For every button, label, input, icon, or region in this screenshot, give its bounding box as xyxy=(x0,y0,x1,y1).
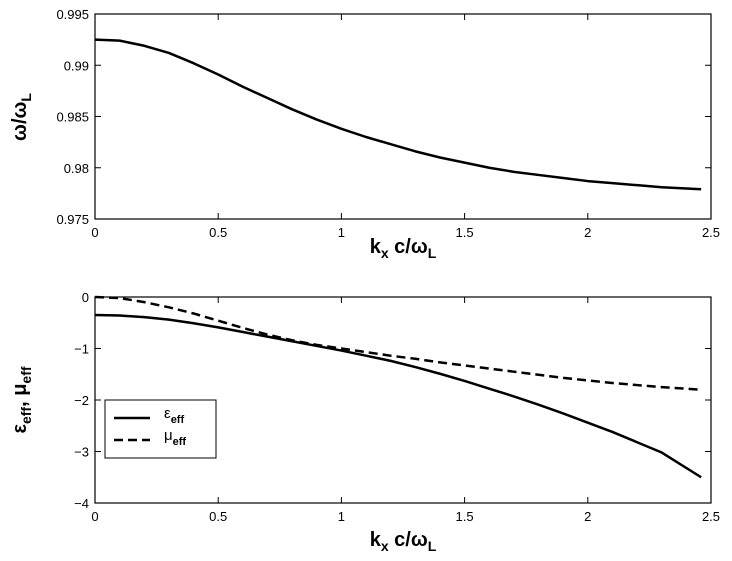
top-x-tick-label: 1 xyxy=(338,225,345,240)
top-y-axis-label: ω/ωL xyxy=(9,93,34,141)
bottom-y-tick-label: −1 xyxy=(74,342,89,357)
top-y-tick-label: 0.99 xyxy=(64,58,89,73)
top-x-tick-label: 0 xyxy=(91,225,98,240)
bottom-y-tick-label: −3 xyxy=(74,445,89,460)
bottom-y-tick-label: 0 xyxy=(82,290,89,305)
legend: εeff μeff xyxy=(104,399,217,459)
bottom-y-tick-label: −2 xyxy=(74,393,89,408)
top-y-tick-label: 0.985 xyxy=(56,110,89,125)
bottom-x-tick-label: 2 xyxy=(584,509,591,524)
bottom-series-line-dashed xyxy=(94,295,702,391)
top-ticks: 0 0.5 1 1.5 2 2.5 0.975 0.98 0.985 0.99 0.995 xyxy=(56,7,720,240)
top-panel: 0 0.5 1 1.5 2 2.5 0.975 0.98 0.985 0.99 0.995 kx c… xyxy=(9,7,720,261)
bottom-x-axis-label: kx c/ωL xyxy=(370,529,437,554)
bottom-x-tick-label: 0 xyxy=(91,509,98,524)
bottom-x-tick-label: 1 xyxy=(338,509,345,524)
top-x-tick-label: 0.5 xyxy=(209,225,227,240)
top-x-axis-label: kx c/ωL xyxy=(370,236,437,261)
legend-label-mu: μeff xyxy=(164,427,186,448)
top-y-tick-label: 0.995 xyxy=(56,7,89,22)
bottom-x-tick-label: 2.5 xyxy=(702,509,720,524)
bottom-x-tick-label: 1.5 xyxy=(456,509,474,524)
top-x-tick-label: 1.5 xyxy=(456,225,474,240)
top-x-tick-label: 2.5 xyxy=(702,225,720,240)
bottom-panel: 0 0.5 1 1.5 2 2.5−4−3−2−10 εeff μeff kx c/ωL … xyxy=(9,290,720,554)
bottom-series-line-solid xyxy=(94,313,702,479)
legend-box xyxy=(104,399,217,459)
top-plot-area xyxy=(94,13,712,220)
legend-label-eps: εeff xyxy=(164,405,184,426)
bottom-y-axis-label: εeff, μeff xyxy=(9,366,34,433)
top-y-tick-label: 0.98 xyxy=(64,161,89,176)
bottom-series xyxy=(94,295,702,479)
top-x-tick-label: 2 xyxy=(584,225,591,240)
top-series xyxy=(94,38,702,191)
bottom-x-tick-label: 0.5 xyxy=(209,509,227,524)
top-series-line-solid xyxy=(94,38,702,191)
bottom-y-tick-label: −4 xyxy=(74,496,89,511)
top-y-tick-label: 0.975 xyxy=(56,212,89,227)
bottom-ticks: 0 0.5 1 1.5 2 2.5 −4 −3 −2 −1 0 xyxy=(74,290,720,524)
